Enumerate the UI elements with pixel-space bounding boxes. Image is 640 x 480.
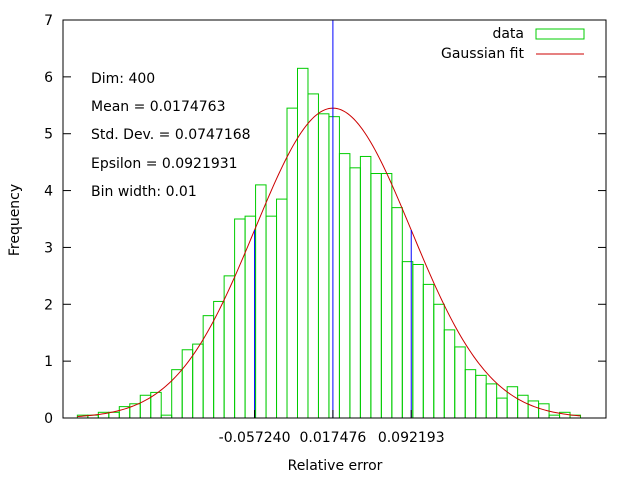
histogram-bar bbox=[234, 218, 246, 419]
histogram-bar bbox=[359, 155, 372, 419]
y-tick-label: 6 bbox=[44, 70, 53, 86]
histogram-bar bbox=[412, 263, 424, 419]
annotation-bin-width: Bin width: 0.01 bbox=[91, 184, 197, 200]
y-axis-ticks: 0 1 2 3 4 5 6 7 bbox=[44, 13, 606, 427]
histogram-bar bbox=[506, 386, 519, 419]
histogram-bar bbox=[517, 394, 529, 419]
histogram-bar bbox=[443, 329, 456, 419]
annotation-dim: Dim: 400 bbox=[91, 71, 155, 87]
legend-swatch-data bbox=[535, 28, 585, 40]
histogram-bar bbox=[527, 400, 540, 419]
y-tick-label: 4 bbox=[44, 184, 53, 200]
y-tick-label: 1 bbox=[44, 354, 53, 370]
histogram-bar bbox=[108, 411, 120, 419]
histogram-bar bbox=[433, 303, 445, 419]
histogram-bar bbox=[370, 173, 382, 419]
plot-frame bbox=[62, 19, 607, 419]
histogram-bar bbox=[338, 153, 351, 419]
histogram-bar bbox=[276, 198, 288, 419]
legend: data Gaussian fit bbox=[441, 26, 585, 62]
legend-label-gaussian-fit: Gaussian fit bbox=[441, 46, 524, 62]
histogram-bar bbox=[317, 113, 330, 419]
y-tick-label: 0 bbox=[44, 411, 53, 427]
annotation-epsilon: Epsilon = 0.0921931 bbox=[91, 156, 238, 172]
histogram-bar bbox=[380, 173, 393, 419]
stats-annotations: Dim: 400 Mean = 0.0174763 Std. Dev. = 0.… bbox=[91, 71, 251, 200]
histogram-bar bbox=[129, 403, 141, 419]
histogram-bar bbox=[192, 343, 204, 419]
histogram-bar bbox=[265, 215, 278, 419]
x-axis-label: Relative error bbox=[288, 458, 383, 474]
histogram-bars bbox=[76, 67, 582, 419]
y-tick-label: 5 bbox=[44, 127, 53, 143]
vertical-markers bbox=[254, 20, 412, 418]
histogram-bar bbox=[391, 207, 403, 419]
x-tick-label: -0.057240 bbox=[219, 430, 291, 446]
histogram-bar bbox=[297, 67, 309, 419]
y-tick-label: 3 bbox=[44, 240, 53, 256]
histogram-bar bbox=[307, 93, 319, 419]
y-tick-label: 7 bbox=[44, 13, 53, 29]
legend-label-data: data bbox=[492, 26, 524, 42]
histogram-bar bbox=[485, 383, 498, 419]
x-tick-label: 0.017476 bbox=[299, 430, 366, 446]
histogram-bar bbox=[244, 215, 257, 419]
y-axis-label: Frequency bbox=[7, 184, 23, 256]
histogram-bar bbox=[171, 369, 183, 419]
histogram-bar bbox=[181, 349, 194, 419]
histogram-bar bbox=[349, 167, 361, 419]
histogram-bar bbox=[454, 346, 466, 419]
histogram-bar bbox=[328, 116, 340, 419]
histogram-bar bbox=[422, 283, 435, 419]
y-tick-label: 2 bbox=[44, 297, 53, 313]
annotation-mean: Mean = 0.0174763 bbox=[91, 99, 225, 115]
histogram-bar bbox=[213, 300, 225, 419]
gaussian-fit-curve bbox=[77, 107, 581, 417]
x-axis-ticks: -0.057240 0.017476 0.092193 bbox=[219, 410, 445, 446]
histogram-bar bbox=[464, 369, 477, 419]
histogram-bar bbox=[496, 397, 508, 419]
histogram-bar bbox=[475, 374, 487, 419]
x-tick-label: 0.092193 bbox=[378, 430, 445, 446]
histogram-bar bbox=[255, 184, 267, 419]
annotation-std-dev: Std. Dev. = 0.0747168 bbox=[91, 127, 251, 143]
